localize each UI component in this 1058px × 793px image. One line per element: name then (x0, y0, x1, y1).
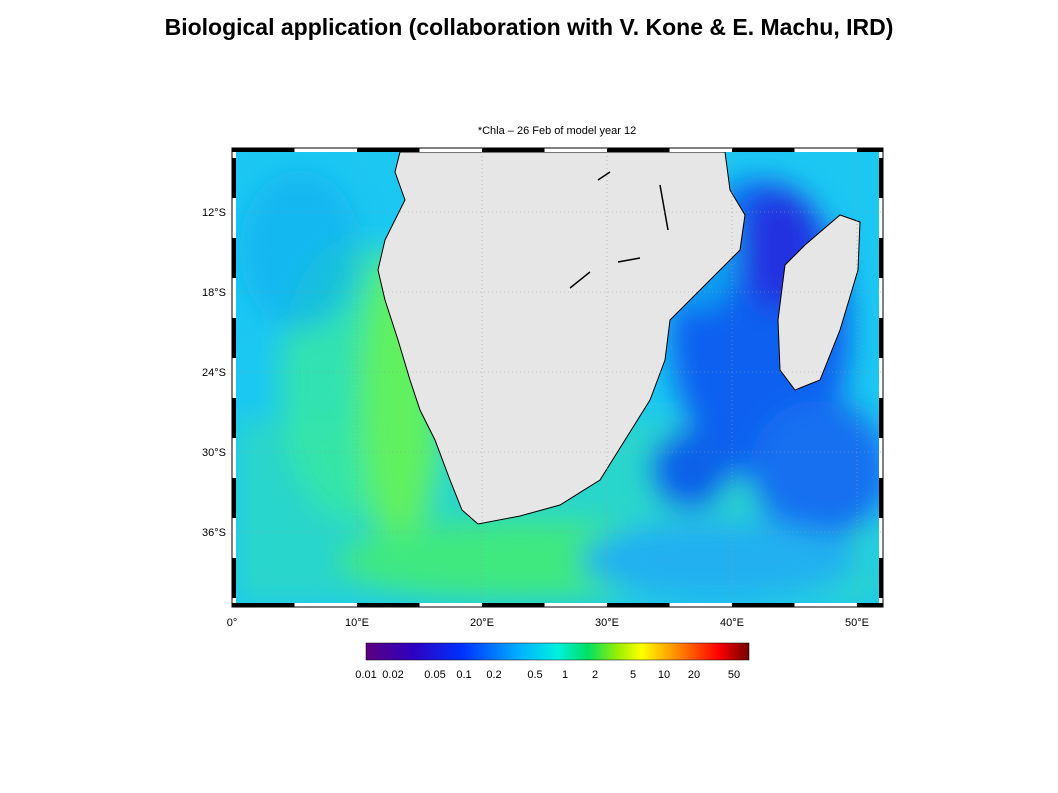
frame-tick (879, 398, 883, 438)
frame-tick (232, 238, 236, 278)
frame-tick (857, 148, 883, 152)
frame-tick (232, 603, 295, 607)
colorbar-label: 20 (688, 669, 700, 681)
frame-tick (857, 603, 883, 607)
frame-tick (232, 158, 236, 198)
lat-label: 30°S (202, 447, 226, 459)
lat-label: 12°S (202, 207, 226, 219)
lon-label: 0° (227, 617, 238, 629)
chlorophyll-field (236, 152, 879, 603)
colorbar-label: 10 (658, 669, 670, 681)
colorbar-label: 50 (728, 669, 740, 681)
frame-tick (879, 478, 883, 518)
colorbar-label: 0.02 (382, 669, 403, 681)
lat-label: 24°S (202, 367, 226, 379)
colorbar-label: 0.5 (527, 669, 542, 681)
frame-tick (879, 158, 883, 198)
slide-title: Biological application (collaboration wi… (164, 14, 894, 40)
africa (377, 152, 746, 525)
lon-label: 50°E (845, 617, 869, 629)
frame-tick (607, 148, 670, 152)
map-frame (231, 147, 884, 608)
frame-border (231, 147, 884, 608)
map-title: *Chla – 26 Feb of model year 12 (478, 125, 636, 137)
colorbar-label: 0.05 (424, 669, 445, 681)
lon-label: 20°E (470, 617, 494, 629)
frame-tick (232, 478, 236, 518)
colorbar-label: 0.1 (456, 669, 471, 681)
lon-label: 40°E (720, 617, 744, 629)
lon-label: 30°E (595, 617, 619, 629)
frame-tick (482, 148, 545, 152)
frame-tick (357, 603, 420, 607)
frame-tick (879, 558, 883, 598)
frame-tick (879, 318, 883, 358)
frame-tick (879, 238, 883, 278)
frame-tick (482, 603, 545, 607)
frame-tick (732, 148, 795, 152)
frame-tick (232, 398, 236, 438)
colorbar-label: 0.2 (486, 669, 501, 681)
madagascar (777, 214, 861, 391)
frame-tick (232, 558, 236, 598)
colorbar-label: 1 (562, 669, 568, 681)
frame-tick (232, 148, 295, 152)
frame-tick (607, 603, 670, 607)
lat-label: 36°S (202, 527, 226, 539)
lon-label: 10°E (345, 617, 369, 629)
frame-tick (732, 603, 795, 607)
lat-label: 18°S (202, 287, 226, 299)
colorbar-label: 0.01 (355, 669, 376, 681)
colorbar (365, 642, 750, 661)
colorbar-label: 2 (592, 669, 598, 681)
frame-tick (232, 318, 236, 358)
colorbar-label: 5 (630, 669, 636, 681)
lakes (569, 171, 669, 289)
frame-tick (357, 148, 420, 152)
